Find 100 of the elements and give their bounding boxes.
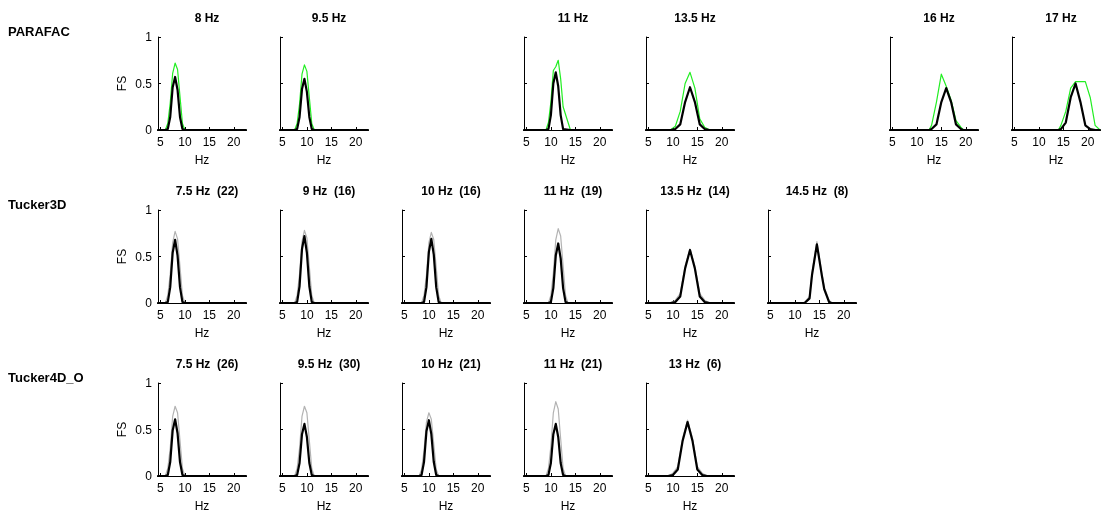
x-tick-label: 5 bbox=[279, 308, 287, 322]
y-axis-title: FS bbox=[115, 248, 129, 265]
x-axis-title: Hz bbox=[926, 153, 942, 167]
x-tick-label: 15 bbox=[568, 481, 583, 495]
y-axis-title: FS bbox=[115, 421, 129, 438]
x-tick-label: 15 bbox=[690, 308, 705, 322]
y-tick-label: 0 bbox=[145, 123, 153, 137]
x-tick-label: 5 bbox=[401, 481, 409, 495]
x-tick-label: 5 bbox=[279, 481, 287, 495]
x-axis-title: Hz bbox=[438, 499, 454, 513]
x-tick-label: 10 bbox=[178, 308, 192, 322]
x-tick-label: 10 bbox=[666, 481, 680, 495]
chart-title: 11 Hz (19) bbox=[543, 184, 603, 198]
x-tick-label: 20 bbox=[349, 308, 363, 322]
text: Tucker3D bbox=[8, 197, 67, 212]
x-tick-label: 15 bbox=[324, 135, 339, 149]
x-tick-label: 5 bbox=[645, 308, 653, 322]
y-tick-label: 1 bbox=[145, 203, 153, 217]
chart-title: 13.5 Hz bbox=[674, 11, 716, 25]
y-tick-label: 0.5 bbox=[135, 249, 153, 264]
chart-title: 8 Hz bbox=[194, 11, 220, 25]
x-tick-label: 10 bbox=[544, 481, 558, 495]
x-tick-label: 20 bbox=[471, 308, 485, 322]
y-tick-label: 0 bbox=[145, 296, 153, 310]
x-tick-label: 20 bbox=[349, 135, 363, 149]
x-tick-label: 20 bbox=[227, 135, 241, 149]
x-tick-label: 15 bbox=[812, 308, 827, 322]
x-tick-label: 20 bbox=[593, 135, 607, 149]
y-tick-label: 0.5 bbox=[135, 76, 153, 91]
x-tick-label: 5 bbox=[157, 308, 165, 322]
x-tick-label: 10 bbox=[788, 308, 802, 322]
x-tick-label: 10 bbox=[666, 135, 680, 149]
x-tick-label: 15 bbox=[568, 308, 583, 322]
x-tick-label: 20 bbox=[1081, 135, 1095, 149]
x-tick-label: 10 bbox=[422, 481, 436, 495]
y-tick-label: 1 bbox=[145, 30, 153, 44]
x-tick-label: 5 bbox=[401, 308, 409, 322]
x-tick-label: 15 bbox=[446, 308, 461, 322]
x-axis-title: Hz bbox=[804, 326, 820, 340]
x-axis-title: Hz bbox=[682, 326, 698, 340]
x-tick-label: 20 bbox=[837, 308, 851, 322]
x-tick-label: 15 bbox=[934, 135, 949, 149]
chart-title: 7.5 Hz (22) bbox=[175, 184, 239, 198]
x-axis-title: Hz bbox=[194, 326, 210, 340]
x-tick-label: 10 bbox=[178, 135, 192, 149]
x-tick-label: 20 bbox=[227, 481, 241, 495]
x-tick-label: 20 bbox=[715, 308, 729, 322]
x-tick-label: 10 bbox=[300, 135, 314, 149]
x-tick-label: 20 bbox=[349, 481, 363, 495]
text: PARAFAC bbox=[8, 24, 71, 39]
x-tick-label: 5 bbox=[523, 308, 531, 322]
chart-title: 9 Hz (16) bbox=[302, 184, 356, 198]
x-axis-title: Hz bbox=[560, 499, 576, 513]
chart-title: 13.5 Hz (14) bbox=[660, 184, 730, 198]
x-tick-label: 15 bbox=[1056, 135, 1071, 149]
x-tick-label: 10 bbox=[666, 308, 680, 322]
x-tick-label: 10 bbox=[300, 308, 314, 322]
chart-title: 10 Hz (16) bbox=[421, 184, 481, 198]
x-axis-title: Hz bbox=[316, 326, 332, 340]
x-tick-label: 10 bbox=[544, 135, 558, 149]
x-tick-label: 5 bbox=[645, 135, 653, 149]
x-axis-title: Hz bbox=[316, 499, 332, 513]
x-tick-label: 5 bbox=[889, 135, 897, 149]
x-tick-label: 20 bbox=[715, 481, 729, 495]
x-tick-label: 20 bbox=[959, 135, 973, 149]
x-tick-label: 20 bbox=[471, 481, 485, 495]
x-axis-title: Hz bbox=[560, 153, 576, 167]
x-tick-label: 5 bbox=[157, 481, 165, 495]
y-tick-label: 0 bbox=[145, 469, 153, 483]
x-tick-label: 15 bbox=[324, 308, 339, 322]
x-tick-label: 20 bbox=[593, 308, 607, 322]
chart-title: 16 Hz bbox=[923, 11, 955, 25]
x-tick-label: 15 bbox=[690, 481, 705, 495]
x-tick-label: 5 bbox=[157, 135, 165, 149]
x-tick-label: 10 bbox=[422, 308, 436, 322]
chart-title: 13 Hz (6) bbox=[668, 357, 722, 371]
chart-title: 11 Hz bbox=[557, 11, 589, 25]
x-tick-label: 10 bbox=[544, 308, 558, 322]
x-tick-label: 15 bbox=[324, 481, 339, 495]
x-axis-title: Hz bbox=[1048, 153, 1064, 167]
x-axis-title: Hz bbox=[560, 326, 576, 340]
chart-title: 17 Hz bbox=[1045, 11, 1077, 25]
x-tick-label: 15 bbox=[202, 308, 217, 322]
x-axis-title: Hz bbox=[194, 499, 210, 513]
x-axis-title: Hz bbox=[682, 153, 698, 167]
x-tick-label: 20 bbox=[593, 481, 607, 495]
x-tick-label: 5 bbox=[767, 308, 775, 322]
x-tick-label: 10 bbox=[300, 481, 314, 495]
x-axis-title: Hz bbox=[194, 153, 210, 167]
chart-title: 10 Hz (21) bbox=[421, 357, 481, 371]
x-tick-label: 15 bbox=[446, 481, 461, 495]
x-tick-label: 5 bbox=[523, 135, 531, 149]
x-tick-label: 5 bbox=[1011, 135, 1019, 149]
x-tick-label: 15 bbox=[202, 481, 217, 495]
x-tick-label: 15 bbox=[568, 135, 583, 149]
chart-title: 11 Hz (21) bbox=[543, 357, 603, 371]
x-tick-label: 20 bbox=[715, 135, 729, 149]
chart-title: 9.5 Hz bbox=[311, 11, 347, 25]
x-tick-label: 20 bbox=[227, 308, 241, 322]
x-axis-title: Hz bbox=[438, 326, 454, 340]
